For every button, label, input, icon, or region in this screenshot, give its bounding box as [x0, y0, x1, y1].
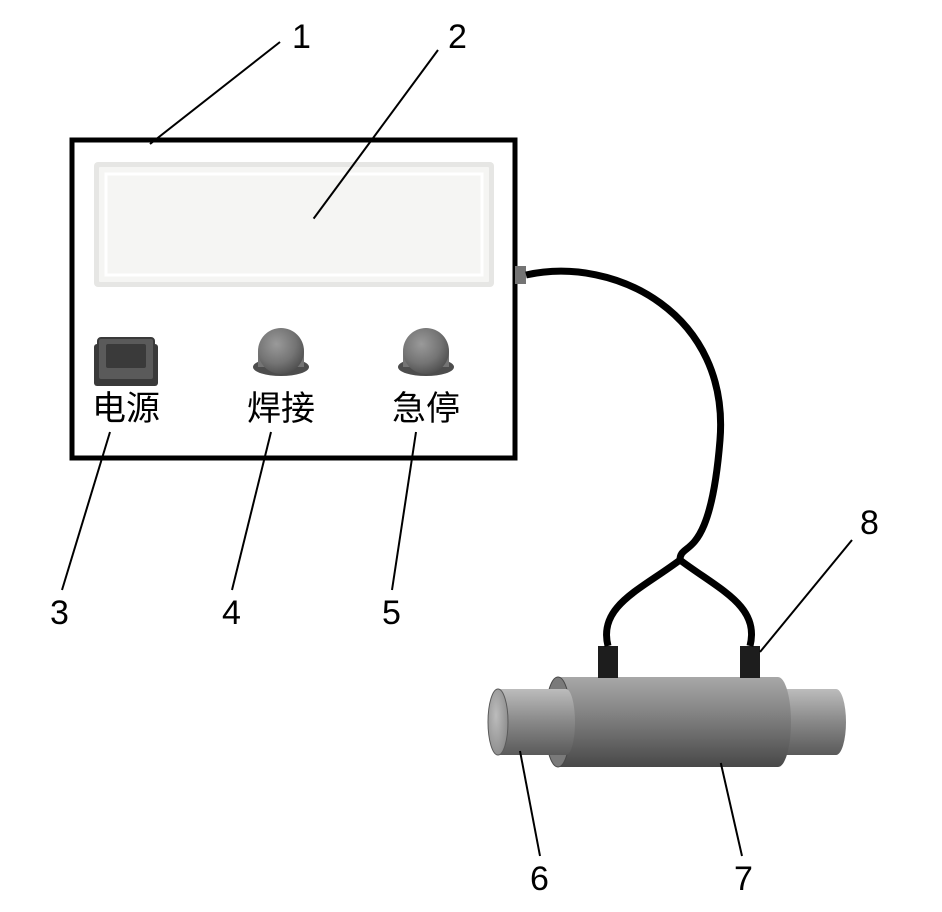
leader-7: [721, 763, 742, 856]
callout-8: 8: [860, 504, 879, 542]
leader-6: [520, 751, 540, 856]
estop-label: 急停: [392, 390, 460, 428]
terminal-right: [740, 646, 760, 678]
cable-branch-left: [607, 560, 680, 646]
weld-button[interactable]: [258, 328, 304, 374]
display-screen: [98, 166, 490, 283]
pipe-endcap-left: [488, 689, 508, 755]
callout-4: 4: [222, 594, 241, 632]
sleeve-endcap-right: [765, 677, 791, 767]
callout-5: 5: [382, 594, 401, 632]
callout-6: 6: [530, 860, 549, 898]
weld-label: 焊接: [247, 390, 315, 428]
callout-1: 1: [292, 18, 311, 56]
callout-2: 2: [448, 18, 467, 56]
terminal-left: [598, 646, 618, 678]
cable-main: [526, 271, 721, 560]
pipe-into-sleeve: [557, 689, 575, 755]
cable-branch-right: [680, 560, 752, 646]
sleeve-body: [558, 677, 778, 767]
estop-button[interactable]: [403, 328, 449, 374]
callout-7: 7: [734, 860, 753, 898]
power-label: 电源: [92, 390, 160, 428]
pipe-endcap-right: [826, 689, 846, 755]
callout-3: 3: [50, 594, 69, 632]
leader-1: [150, 42, 280, 144]
cable-port: [515, 266, 526, 284]
leader-8: [760, 540, 852, 652]
power-button-top: [106, 344, 146, 368]
